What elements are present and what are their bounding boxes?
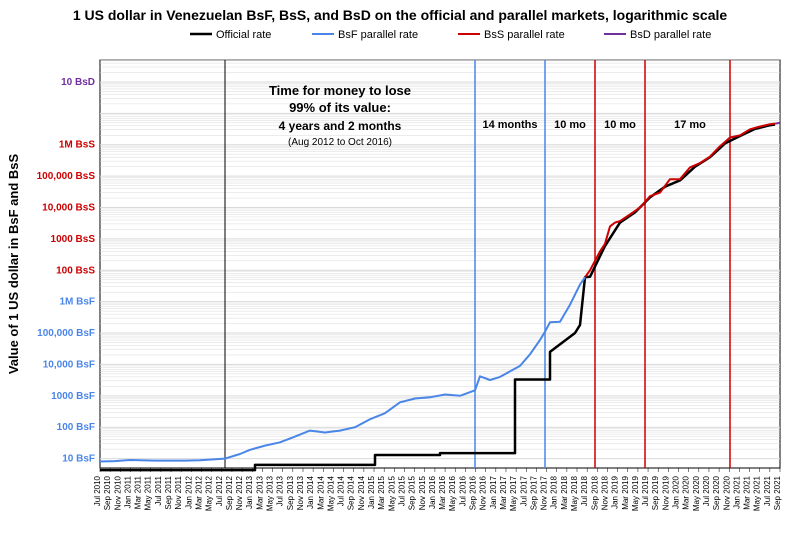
xtick-label: May 2021 — [753, 475, 762, 511]
xtick-label: Jan 2012 — [184, 475, 193, 508]
xtick-label: Nov 2019 — [661, 475, 670, 510]
xtick-label: Sep 2017 — [529, 475, 538, 510]
ytick-bsf: 100,000 BsF — [37, 328, 95, 339]
xtick-label: May 2016 — [448, 475, 457, 511]
period-label: 10 mo — [604, 119, 636, 131]
xtick-label: Nov 2016 — [479, 475, 488, 510]
xtick-label: Nov 2018 — [600, 475, 609, 510]
xtick-label: Mar 2014 — [316, 475, 325, 509]
xtick-label: Jan 2021 — [732, 475, 741, 508]
ytick-bss: 10,000 BsS — [42, 203, 95, 214]
xtick-label: Sep 2011 — [164, 475, 173, 509]
xtick-label: Jul 2014 — [337, 475, 346, 506]
xtick-label: May 2012 — [205, 475, 214, 511]
xtick-label: Nov 2017 — [540, 475, 549, 510]
legend-label: Official rate — [216, 29, 271, 41]
xtick-label: Sep 2015 — [408, 475, 417, 510]
xtick-label: Jan 2016 — [428, 475, 437, 508]
xtick-label: Jan 2013 — [245, 475, 254, 508]
xtick-label: Nov 2013 — [296, 475, 305, 510]
xtick-label: May 2018 — [570, 475, 579, 511]
ytick-bss: 1000 BsS — [51, 234, 96, 245]
xtick-label: Jul 2010 — [93, 475, 102, 506]
annot-line4: (Aug 2012 to Oct 2016) — [288, 137, 392, 148]
xtick-label: Mar 2021 — [743, 475, 752, 509]
xtick-label: Jan 2018 — [550, 475, 559, 508]
chart-title: 1 US dollar in Venezuelan BsF, BsS, and … — [73, 7, 728, 23]
xtick-label: Jan 2015 — [367, 475, 376, 508]
ytick-bsf: 1M BsF — [59, 297, 95, 308]
xtick-label: May 2011 — [144, 475, 153, 510]
annot-line1: Time for money to lose — [269, 83, 411, 98]
xtick-label: Jul 2020 — [702, 475, 711, 506]
legend-label: BsD parallel rate — [630, 29, 711, 41]
ytick-bsf: 1000 BsF — [51, 391, 95, 402]
legend-label: BsS parallel rate — [484, 29, 565, 41]
xtick-label: May 2020 — [692, 475, 701, 511]
xtick-label: Jan 2020 — [672, 475, 681, 508]
xtick-label: Sep 2016 — [469, 475, 478, 510]
xtick-label: Sep 2012 — [225, 475, 234, 510]
xtick-label: Sep 2014 — [347, 475, 356, 510]
xtick-label: Jan 2014 — [306, 475, 315, 508]
xtick-label: May 2014 — [326, 475, 335, 511]
series-bsd_parallel — [775, 123, 780, 124]
xtick-label: Mar 2018 — [560, 475, 569, 509]
period-label: 17 mo — [674, 119, 706, 131]
legend-label: BsF parallel rate — [338, 29, 418, 41]
xtick-label: Mar 2019 — [621, 475, 630, 509]
xtick-label: Jul 2021 — [763, 475, 772, 506]
xtick-label: May 2019 — [631, 475, 640, 511]
xtick-label: Mar 2017 — [499, 475, 508, 509]
ytick-bss: 100,000 BsS — [37, 171, 96, 182]
xtick-label: Jul 2019 — [641, 475, 650, 506]
xtick-label: Nov 2015 — [418, 475, 427, 510]
xtick-label: Mar 2016 — [438, 475, 447, 509]
xtick-label: Jul 2012 — [215, 475, 224, 506]
xtick-label: Sep 2021 — [773, 475, 782, 510]
annot-line3: 4 years and 2 months — [279, 119, 402, 133]
xtick-label: May 2015 — [387, 475, 396, 511]
xtick-label: Mar 2015 — [377, 475, 386, 509]
xtick-label: Sep 2018 — [590, 475, 599, 510]
xtick-label: Sep 2019 — [651, 475, 660, 510]
xtick-label: Sep 2020 — [712, 475, 721, 510]
xtick-label: Mar 2012 — [194, 475, 203, 509]
xtick-label: Mar 2011 — [134, 475, 143, 509]
xtick-label: Nov 2014 — [357, 475, 366, 510]
xtick-label: May 2013 — [266, 475, 275, 511]
ytick-bsd: 10 BsD — [61, 77, 95, 88]
xtick-label: Jan 2019 — [611, 475, 620, 508]
xtick-label: Jul 2015 — [397, 475, 406, 506]
ytick-bss: 1M BsS — [59, 140, 95, 151]
xtick-label: Jan 2011 — [123, 475, 132, 508]
xtick-label: Jul 2018 — [580, 475, 589, 506]
xtick-label: Jul 2017 — [519, 475, 528, 506]
period-label: 14 months — [482, 119, 537, 131]
xtick-label: Sep 2013 — [286, 475, 295, 510]
chart-svg: 1 US dollar in Venezuelan BsF, BsS, and … — [0, 0, 800, 548]
ytick-bsf: 100 BsF — [57, 422, 95, 433]
annot-line2: 99% of its value: — [289, 100, 391, 115]
xtick-label: May 2017 — [509, 475, 518, 511]
ytick-bss: 100 BsS — [56, 265, 95, 276]
period-label: 10 mo — [554, 119, 586, 131]
xtick-label: Nov 2011 — [174, 475, 183, 509]
xtick-label: Jul 2011 — [154, 475, 163, 505]
y-axis-label: Value of 1 US dollar in BsF and BsS — [6, 154, 21, 375]
xtick-label: Mar 2020 — [682, 475, 691, 509]
xtick-label: Jul 2016 — [458, 475, 467, 506]
xtick-label: Nov 2010 — [113, 475, 122, 510]
xtick-label: Mar 2013 — [255, 475, 264, 509]
xtick-label: Jul 2013 — [276, 475, 285, 506]
xtick-label: Nov 2020 — [722, 475, 731, 510]
xtick-label: Sep 2010 — [103, 475, 112, 510]
xtick-label: Nov 2012 — [235, 475, 244, 510]
ytick-bsf: 10 BsF — [62, 454, 95, 465]
xtick-label: Jan 2017 — [489, 475, 498, 508]
ytick-bsf: 10,000 BsF — [43, 359, 95, 370]
